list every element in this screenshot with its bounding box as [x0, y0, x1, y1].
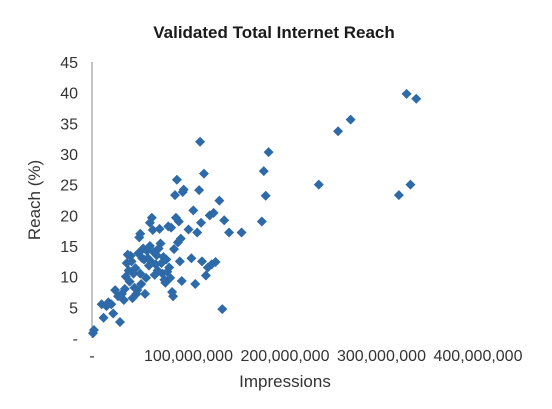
data-point	[194, 185, 205, 196]
data-point	[405, 179, 416, 190]
data-point	[114, 317, 125, 328]
data-point	[140, 288, 151, 299]
data-point	[333, 126, 344, 137]
data-point	[124, 276, 135, 287]
y-axis-ticks: - 5 10 15 20 25 30 35 40 45	[60, 55, 78, 348]
y-tick-label: 10	[60, 270, 78, 287]
data-point	[169, 190, 180, 201]
data-point	[169, 244, 180, 255]
data-point	[219, 215, 230, 226]
data-point	[190, 279, 201, 290]
data-point	[106, 299, 117, 310]
data-point	[263, 147, 274, 158]
data-point	[174, 256, 185, 267]
data-point	[161, 254, 172, 265]
data-point	[195, 136, 206, 147]
data-point	[164, 262, 175, 273]
data-point	[175, 233, 186, 244]
data-point	[210, 256, 221, 267]
data-point	[260, 190, 271, 201]
y-tick-label: 35	[60, 116, 78, 133]
data-point	[183, 224, 194, 235]
data-point	[192, 227, 203, 238]
x-tick-label: 200,000,000	[241, 348, 330, 365]
data-point	[186, 253, 197, 264]
data-point	[178, 184, 189, 195]
data-point	[214, 195, 225, 206]
data-point	[217, 304, 228, 315]
data-point	[200, 270, 211, 281]
data-point	[135, 228, 146, 239]
data-point	[165, 272, 176, 283]
x-tick-label: 400,000,000	[434, 348, 523, 365]
data-point	[401, 88, 412, 99]
data-point	[154, 223, 165, 234]
y-tick-label: 25	[60, 178, 78, 195]
data-point	[197, 256, 208, 267]
data-point	[119, 283, 130, 294]
data-point	[121, 258, 132, 269]
data-point	[224, 227, 235, 238]
data-point	[236, 227, 247, 238]
data-point	[135, 268, 146, 279]
data-point	[345, 114, 356, 125]
data-point	[136, 279, 147, 290]
data-point	[258, 166, 269, 177]
data-point	[130, 263, 141, 274]
data-point	[256, 216, 267, 227]
y-tick-label: 15	[60, 239, 78, 256]
y-axis-label: Reach (%)	[25, 160, 44, 240]
x-tick-label: 100,000,000	[144, 348, 233, 365]
x-axis-label: Impressions	[239, 372, 331, 391]
y-tick-label: 40	[60, 86, 78, 103]
x-tick-label: 300,000,000	[337, 348, 426, 365]
data-point	[196, 217, 207, 228]
data-point	[155, 238, 166, 249]
data-point	[88, 325, 99, 336]
data-point	[118, 294, 129, 305]
data-point	[146, 212, 157, 223]
data-point	[141, 272, 152, 283]
data-point	[171, 174, 182, 185]
y-tick-label: 5	[69, 300, 78, 317]
x-axis-ticks: - 100,000,000 200,000,000 300,000,000 400,00…	[89, 348, 522, 365]
y-tick-label: 20	[60, 208, 78, 225]
y-tick-label: 45	[60, 55, 78, 72]
data-point	[126, 256, 137, 267]
data-point	[411, 93, 422, 104]
data-point	[173, 216, 184, 227]
data-points	[87, 88, 422, 339]
data-point	[176, 275, 187, 286]
data-point	[198, 168, 209, 179]
x-tick-label: -	[89, 348, 94, 365]
data-point	[147, 225, 158, 236]
data-point	[168, 291, 179, 302]
data-point	[108, 308, 119, 319]
data-point	[208, 207, 219, 218]
y-tick-label: 30	[60, 147, 78, 164]
data-point	[98, 312, 109, 323]
data-point	[166, 222, 177, 233]
data-point	[393, 190, 404, 201]
data-point	[313, 179, 324, 190]
chart-title: Validated Total Internet Reach	[153, 23, 395, 42]
data-point	[188, 205, 199, 216]
y-tick-label: -	[73, 331, 78, 348]
